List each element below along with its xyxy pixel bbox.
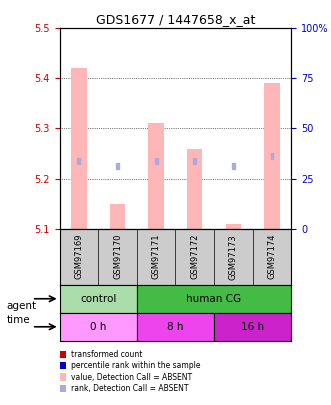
Bar <box>214 313 291 341</box>
Bar <box>60 313 137 341</box>
Text: 16 h: 16 h <box>241 322 264 332</box>
Bar <box>77 158 80 164</box>
Title: GDS1677 / 1447658_x_at: GDS1677 / 1447658_x_at <box>96 13 255 26</box>
Bar <box>193 158 196 164</box>
Text: GSM97171: GSM97171 <box>152 234 161 279</box>
Bar <box>137 285 291 313</box>
Text: control: control <box>80 294 117 304</box>
Text: 0 h: 0 h <box>90 322 106 332</box>
Bar <box>232 163 235 169</box>
Text: GSM97169: GSM97169 <box>74 234 83 279</box>
Text: value, Detection Call = ABSENT: value, Detection Call = ABSENT <box>71 373 192 382</box>
Bar <box>155 158 158 164</box>
Text: time: time <box>7 315 30 325</box>
Bar <box>116 163 119 169</box>
Text: GSM97173: GSM97173 <box>229 234 238 279</box>
Bar <box>71 68 87 229</box>
Text: agent: agent <box>7 301 37 311</box>
Bar <box>148 124 164 229</box>
Text: transformed count: transformed count <box>71 350 142 359</box>
Text: rank, Detection Call = ABSENT: rank, Detection Call = ABSENT <box>71 384 188 393</box>
Bar <box>226 224 241 229</box>
Text: GSM97174: GSM97174 <box>267 234 276 279</box>
Bar <box>110 204 125 229</box>
Text: GSM97170: GSM97170 <box>113 234 122 279</box>
Text: human CG: human CG <box>186 294 242 304</box>
Text: GSM97172: GSM97172 <box>190 234 199 279</box>
Bar <box>264 83 280 229</box>
Bar <box>137 313 214 341</box>
Text: 8 h: 8 h <box>167 322 184 332</box>
Bar <box>60 285 137 313</box>
Text: percentile rank within the sample: percentile rank within the sample <box>71 361 200 370</box>
Bar <box>187 149 203 229</box>
Bar <box>270 153 273 159</box>
